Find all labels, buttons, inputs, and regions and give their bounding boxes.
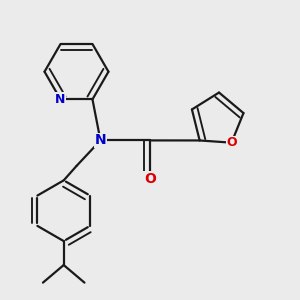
Text: O: O — [226, 136, 237, 149]
Text: O: O — [144, 172, 156, 186]
Text: N: N — [55, 93, 66, 106]
Text: N: N — [95, 134, 106, 147]
